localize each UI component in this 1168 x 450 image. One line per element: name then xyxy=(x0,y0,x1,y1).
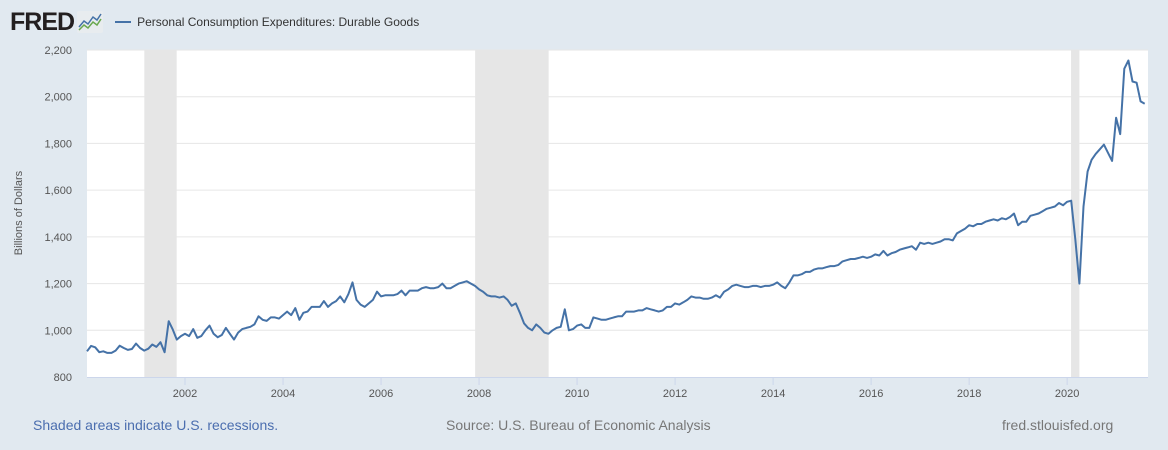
y-tick-label: 2,000 xyxy=(44,92,72,104)
y-axis: 800 1,000 1,200 1,400 1,600 1,800 2,000 2,200 xyxy=(44,45,72,384)
site-link[interactable]: fred.stlouisfed.org xyxy=(1002,417,1114,433)
y-tick-label: 800 xyxy=(54,372,72,384)
x-tick-label: 2010 xyxy=(565,388,589,400)
recession-band xyxy=(475,50,549,377)
recession-band xyxy=(144,50,177,377)
recession-note-link[interactable]: Shaded areas indicate U.S. recessions. xyxy=(33,417,279,433)
recession-shading xyxy=(144,50,1080,377)
x-tick-label: 2002 xyxy=(173,388,197,400)
x-tick-label: 2018 xyxy=(957,388,981,400)
series-line-pce-durable-goods[interactable] xyxy=(86,59,1146,354)
y-tick-label: 1,600 xyxy=(44,185,72,197)
x-tick-label: 2016 xyxy=(859,388,883,400)
x-axis: 2002 2004 2006 2008 2010 2012 2014 2016 2018 2020 xyxy=(87,377,1148,400)
y-tick-label: 1,000 xyxy=(44,325,72,337)
legend-line-swatch xyxy=(115,21,132,23)
fred-logo[interactable]: FRED xyxy=(10,7,75,36)
source-text: Source: U.S. Bureau of Economic Analysis xyxy=(446,417,711,433)
legend[interactable]: Personal Consumption Expenditures: Durab… xyxy=(115,15,419,29)
x-tick-label: 2008 xyxy=(467,388,491,400)
legend-label: Personal Consumption Expenditures: Durab… xyxy=(137,15,420,29)
x-tick-label: 2006 xyxy=(369,388,393,400)
y-tick-label: 1,800 xyxy=(44,138,72,150)
x-tick-label: 2004 xyxy=(271,388,295,400)
gridlines xyxy=(87,49,1148,331)
y-tick-label: 1,200 xyxy=(44,279,72,291)
chart-header: FRED Personal Consumption Expenditures: … xyxy=(10,8,419,36)
x-tick-label: 2020 xyxy=(1055,388,1079,400)
plot-area xyxy=(87,50,1148,377)
y-tick-label: 1,400 xyxy=(44,232,72,244)
recession-band xyxy=(1071,50,1080,377)
x-tick-label: 2014 xyxy=(761,388,785,400)
y-tick-label: 2,200 xyxy=(44,45,72,57)
chart-logo-icon xyxy=(77,11,104,33)
y-axis-title: Billions of Dollars xyxy=(13,170,25,255)
x-tick-label: 2012 xyxy=(663,388,687,400)
